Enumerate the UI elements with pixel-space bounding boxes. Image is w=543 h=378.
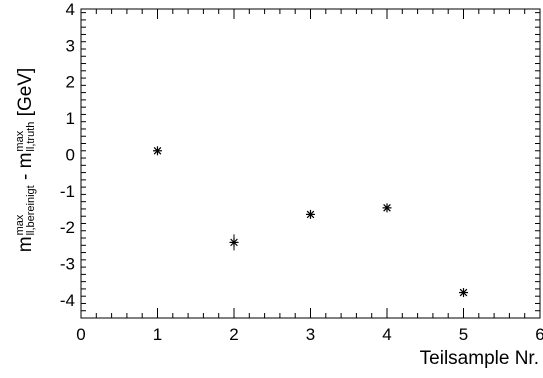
data-point	[229, 234, 239, 251]
x-tick-label: 0	[76, 325, 85, 344]
y-tick-label: 3	[66, 36, 75, 55]
marker-stroke	[459, 288, 468, 297]
y-tick-label: -2	[60, 218, 75, 237]
y-tick-label: -3	[60, 254, 75, 273]
y-tick-label: 0	[66, 145, 75, 164]
y-axis-title: m max ll,bereinigt - m max ll,truth [GeV]	[14, 67, 37, 253]
y-tick-label: 4	[66, 0, 75, 19]
plot-frame-rect	[80, 8, 541, 319]
y-tick-label: 1	[66, 109, 75, 128]
y-label-m2: m	[15, 152, 37, 169]
x-tick-label: 3	[306, 325, 315, 344]
marker-stroke	[383, 204, 391, 212]
x-tick-label: 1	[153, 325, 162, 344]
y-label-unit: [GeV]	[15, 67, 37, 122]
plot-frame	[80, 8, 541, 319]
data-point	[153, 146, 162, 156]
x-tick-label: 4	[382, 325, 391, 344]
y-tick-label: 2	[66, 73, 75, 92]
y-tick-label: -1	[60, 182, 75, 201]
y-label-m1-sub: ll,bereinigt	[24, 185, 37, 236]
x-tick-label: 6	[535, 325, 543, 344]
data-points	[153, 146, 468, 298]
y-label-minus: -	[15, 168, 37, 186]
y-label-m1: m	[15, 236, 37, 253]
tick-labels: 0 1 2 3 4 5 6 -4 -3 -2 -1 0 1 2 3 4	[60, 0, 543, 344]
marker-stroke	[153, 146, 162, 155]
marker-stroke	[306, 210, 315, 219]
marker-stroke	[230, 238, 238, 247]
x-axis-title: Teilsample Nr.	[419, 348, 539, 369]
axis-ticks	[80, 9, 541, 319]
data-point	[382, 203, 392, 213]
y-label-m2-sub: ll,truth	[24, 121, 37, 152]
data-point	[459, 288, 468, 298]
x-tick-label: 2	[229, 325, 238, 344]
y-tick-label: -4	[60, 291, 75, 310]
x-tick-label: 5	[459, 325, 468, 344]
data-point	[306, 209, 315, 219]
